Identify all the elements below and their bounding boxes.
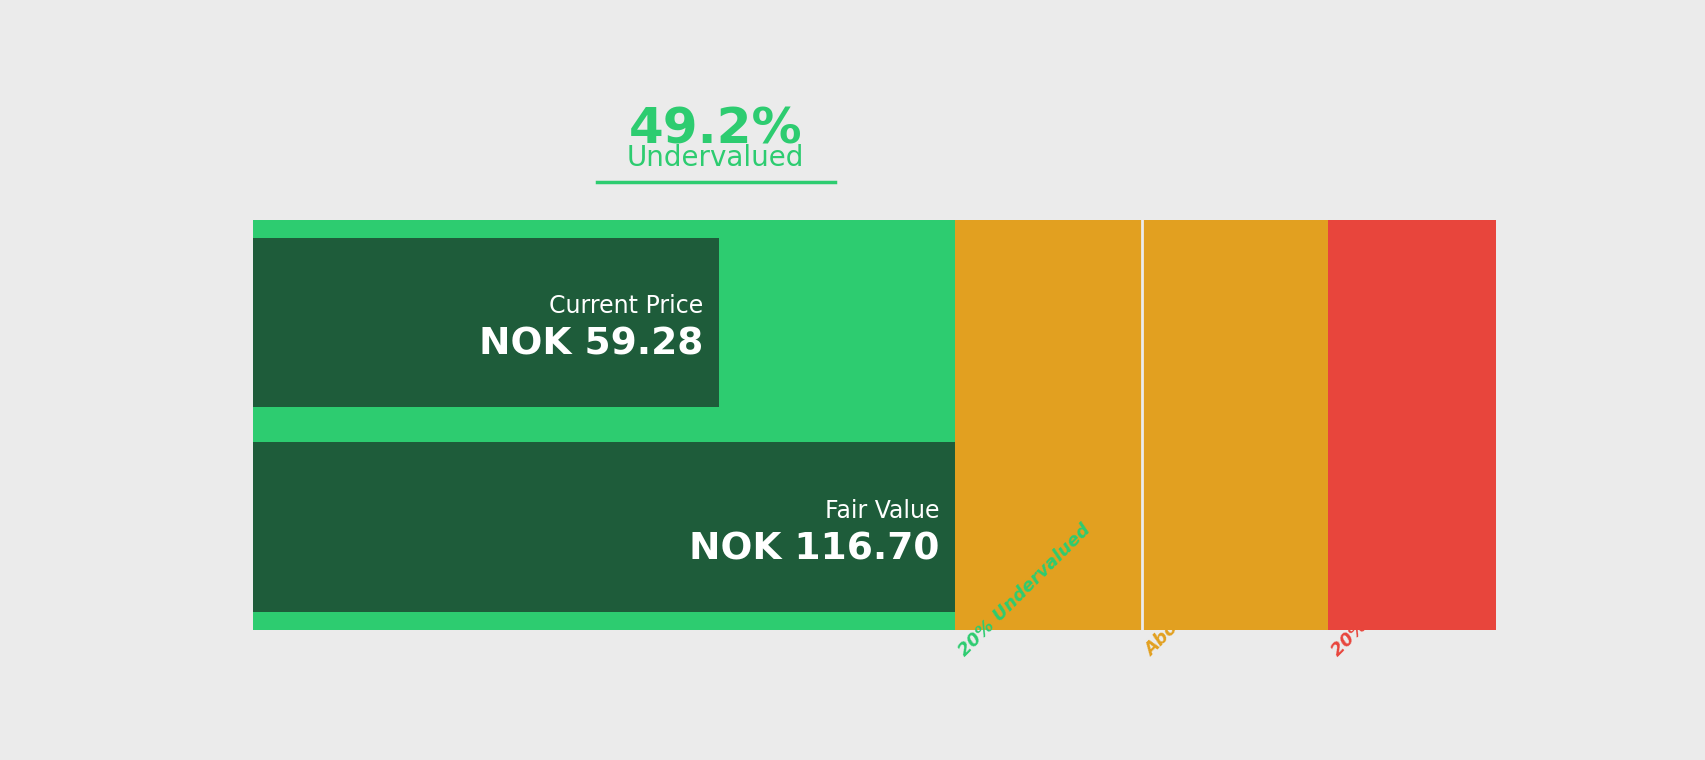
Bar bbox=[252, 442, 955, 612]
Text: 49.2%: 49.2% bbox=[629, 105, 801, 154]
Text: Fair Value: Fair Value bbox=[824, 499, 939, 523]
Text: NOK 116.70: NOK 116.70 bbox=[689, 531, 939, 568]
Bar bbox=[252, 220, 955, 629]
Text: Current Price: Current Price bbox=[549, 294, 702, 318]
Bar bbox=[1326, 220, 1495, 629]
Bar bbox=[1141, 220, 1326, 629]
Bar bbox=[955, 220, 1141, 629]
Text: Undervalued: Undervalued bbox=[627, 144, 803, 173]
Text: 20% Undervalued: 20% Undervalued bbox=[955, 521, 1093, 660]
Text: 20% Overvalued: 20% Overvalued bbox=[1326, 530, 1456, 660]
Text: About Right: About Right bbox=[1141, 562, 1240, 660]
Text: NOK 59.28: NOK 59.28 bbox=[479, 327, 702, 363]
Bar bbox=[252, 238, 718, 407]
